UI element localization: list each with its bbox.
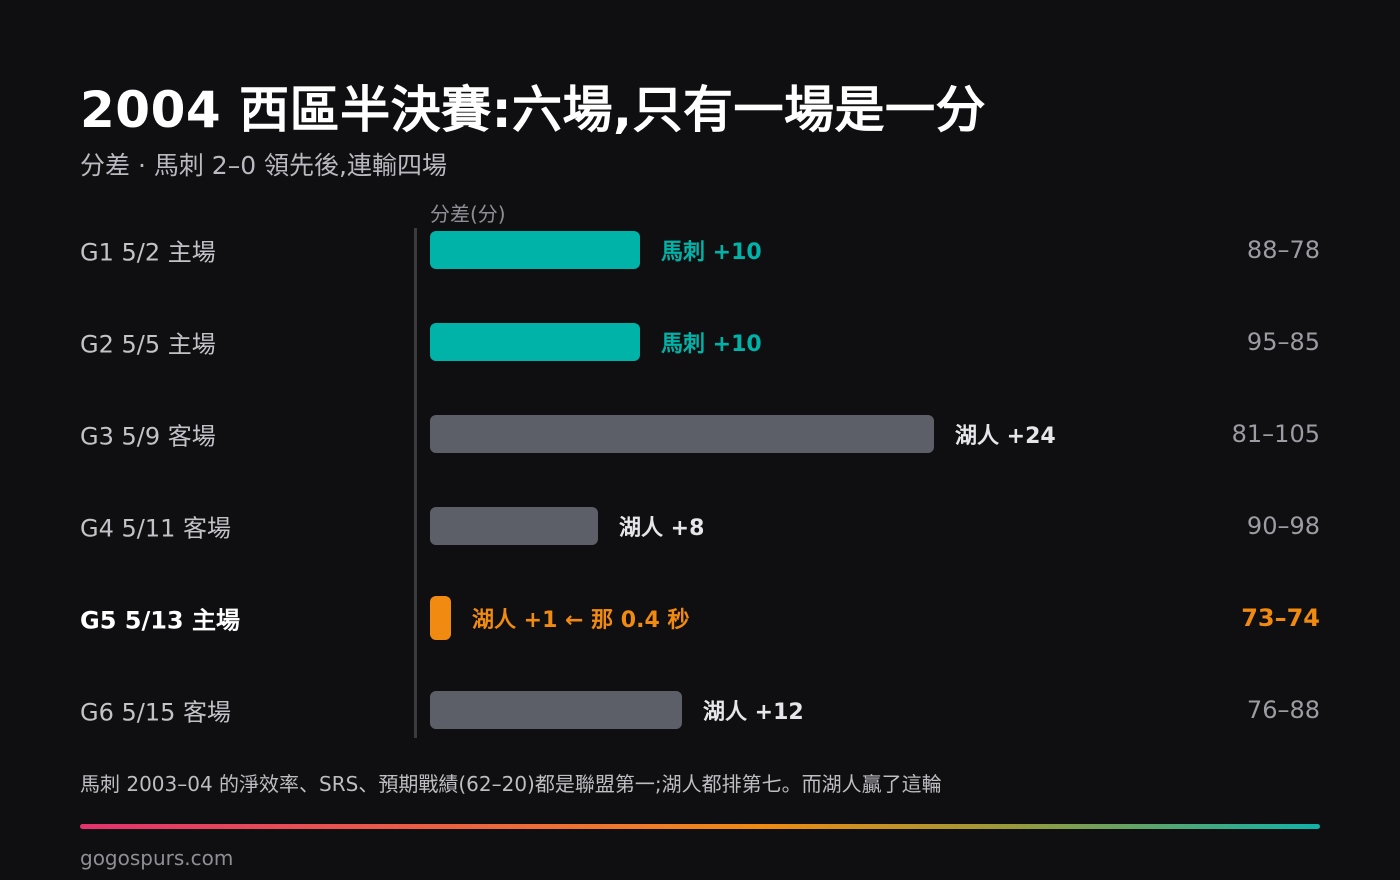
row-label: G3 5/9 客場 — [80, 422, 216, 451]
margin-bar — [430, 596, 451, 640]
source-credit: gogospurs.com — [80, 846, 234, 870]
row-label: G2 5/5 主場 — [80, 330, 216, 359]
chart-title: 2004 西區半決賽:六場,只有一場是一分 — [80, 81, 987, 139]
margin-bar — [430, 415, 934, 453]
row-label: G5 5/13 主場 — [80, 606, 240, 635]
row-label: G6 5/15 客場 — [80, 698, 232, 727]
gradient-divider — [80, 824, 1320, 829]
game-score: 90–98 — [1246, 512, 1320, 540]
row-label: G1 5/2 主場 — [80, 238, 216, 267]
game-score: 95–85 — [1246, 328, 1320, 356]
bar-data-label: 湖人 +1 ← 那 0.4 秒 — [472, 608, 690, 633]
game-score: 76–88 — [1246, 696, 1320, 724]
x-axis-title: 分差(分) — [430, 202, 506, 226]
chart-subtitle: 分差 · 馬刺 2–0 領先後,連輸四場 — [80, 151, 447, 180]
margin-bar — [430, 231, 640, 269]
margin-bar — [430, 507, 598, 545]
chart-baseline — [414, 228, 417, 738]
row-label: G4 5/11 客場 — [80, 514, 232, 543]
game-score: 81–105 — [1231, 420, 1320, 448]
bar-data-label: 湖人 +24 — [955, 424, 1056, 449]
game-score: 88–78 — [1246, 236, 1320, 264]
bar-data-label: 湖人 +8 — [619, 516, 705, 541]
bar-data-label: 馬刺 +10 — [661, 332, 762, 357]
margin-bar — [430, 323, 640, 361]
game-score: 73–74 — [1241, 604, 1320, 632]
margin-bar — [430, 691, 682, 729]
footnote: 馬刺 2003–04 的淨效率、SRS、預期戰績(62–20)都是聯盟第一;湖人… — [80, 772, 942, 796]
bar-data-label: 馬刺 +10 — [661, 240, 762, 265]
bar-data-label: 湖人 +12 — [703, 700, 804, 725]
